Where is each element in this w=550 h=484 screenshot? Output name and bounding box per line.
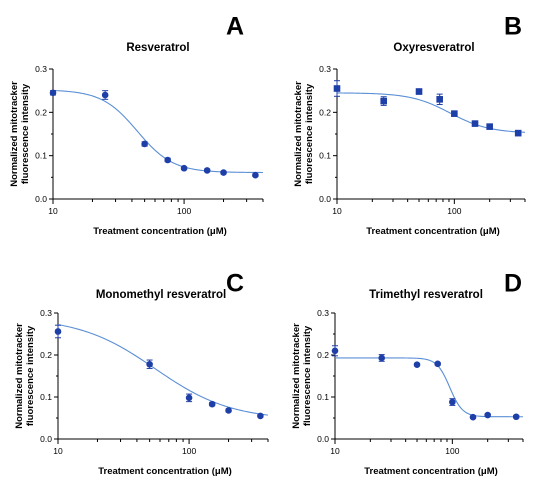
y-axis-label-line: Normalized mitotracker (291, 323, 302, 429)
y-tick-label: 0.3 (317, 308, 329, 318)
data-point (471, 120, 479, 127)
y-axis-label-line: fluorescence intensity (20, 83, 31, 184)
data-point (514, 129, 522, 137)
y-tick-label: 0.1 (319, 151, 331, 161)
x-tick-label: 10 (48, 206, 58, 216)
data-point (225, 407, 232, 414)
y-axis-label-line: fluorescence intensity (25, 325, 36, 426)
y-axis-label-line: fluorescence intensity (304, 83, 315, 184)
panel-letter: B (504, 13, 522, 41)
data-point (180, 164, 188, 172)
y-tick-label: 0.3 (319, 64, 331, 74)
axes (333, 68, 526, 204)
data-point (378, 354, 385, 362)
data-point (434, 360, 441, 368)
x-tick-label: 100 (177, 206, 191, 216)
data-point (141, 140, 148, 148)
chart-title: Monomethyl resveratrol (96, 289, 226, 301)
data-point (436, 96, 443, 103)
y-tick-label: 0.0 (317, 434, 329, 444)
chart-panel-d: D Trimethyl resveratrol 0.0 0.1 0.2 0.3 10 100 N… (291, 270, 524, 477)
y-axis-label: Normalized mitotrackerfluorescence inten… (14, 323, 36, 429)
data-point (449, 398, 456, 406)
x-tick-label: 10 (53, 446, 63, 456)
x-tick-label: 10 (332, 206, 342, 216)
x-tick-label: 100 (445, 446, 459, 456)
data-point (451, 110, 458, 117)
data-point (331, 347, 339, 355)
fit-curve (335, 357, 523, 418)
data-point (333, 85, 341, 92)
data-point (415, 88, 423, 95)
data-point (101, 91, 109, 99)
fit-curve (52, 89, 264, 174)
data-point (220, 169, 227, 176)
x-axis-label: Treatment concentration (μM) (364, 466, 498, 477)
data-point (164, 156, 172, 164)
panel-letter: A (226, 13, 244, 41)
x-tick-label: 100 (447, 206, 461, 216)
data-point (486, 123, 493, 130)
y-axis-label-line: Normalized mitotracker (9, 81, 20, 187)
chart-title: Oxyresveratrol (393, 42, 474, 54)
axes (54, 312, 269, 444)
data-point (185, 394, 193, 402)
fit-curve (336, 92, 526, 133)
x-axis-label: Treatment concentration (μM) (98, 466, 232, 477)
y-axis-label-line: fluorescence intensity (302, 325, 313, 426)
fit-curve (57, 324, 269, 416)
x-axis-label: Treatment concentration (μM) (93, 226, 227, 237)
chart-panel-a: A Resveratrol 0.0 0.1 0.2 0.3 10 100 Normalized … (9, 13, 264, 237)
x-tick-label: 100 (182, 446, 196, 456)
data-point (484, 411, 491, 419)
y-tick-label: 0.2 (317, 350, 329, 360)
y-axis-label-line: Normalized mitotracker (14, 323, 25, 429)
axes (331, 312, 524, 444)
y-tick-label: 0.1 (317, 392, 329, 402)
y-axis-label-line: Normalized mitotracker (293, 81, 304, 187)
data-point (203, 167, 211, 174)
y-tick-label: 0.3 (35, 64, 47, 74)
y-tick-label: 0.2 (319, 107, 331, 117)
y-tick-label: 0.0 (35, 194, 47, 204)
panel-letter: D (504, 270, 522, 298)
data-point (252, 171, 259, 179)
chart-panel-b: B Oxyresveratrol 0.0 0.1 0.2 0.3 10 100 Normaliz… (293, 13, 526, 237)
data-point (257, 412, 264, 420)
data-point (146, 360, 153, 368)
data-point (413, 361, 421, 368)
y-tick-label: 0.3 (40, 308, 52, 318)
data-point (380, 97, 387, 105)
y-tick-label: 0.2 (35, 107, 47, 117)
panel-letter: C (226, 270, 244, 298)
y-tick-label: 0.1 (35, 151, 47, 161)
y-tick-label: 0.0 (319, 194, 331, 204)
data-point (49, 89, 57, 97)
y-tick-label: 0.2 (40, 350, 52, 360)
data-point (54, 328, 62, 335)
x-tick-label: 10 (330, 446, 340, 456)
data-point (512, 413, 520, 421)
y-tick-label: 0.0 (40, 434, 52, 444)
y-axis-label: Normalized mitotrackerfluorescence inten… (293, 81, 315, 187)
data-point (208, 400, 216, 408)
axes (49, 68, 264, 204)
y-axis-label: Normalized mitotrackerfluorescence inten… (291, 323, 313, 429)
chart-title: Resveratrol (126, 42, 189, 54)
x-axis-label: Treatment concentration (μM) (366, 226, 500, 237)
chart-title: Trimethyl resveratrol (369, 289, 483, 301)
data-point (469, 413, 477, 421)
y-tick-label: 0.1 (40, 392, 52, 402)
y-axis-label: Normalized mitotrackerfluorescence inten… (9, 81, 31, 187)
